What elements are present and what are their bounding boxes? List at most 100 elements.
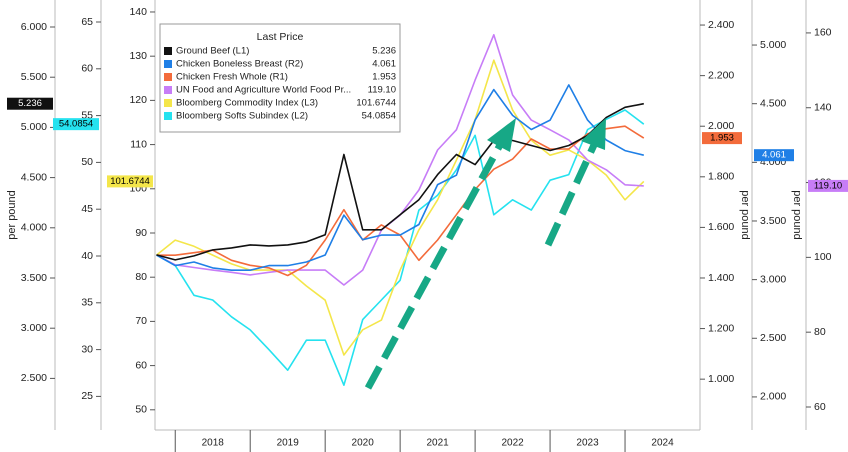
legend-swatch — [164, 60, 172, 68]
legend-value: 54.0854 — [362, 111, 396, 122]
y-tick-label: 5.500 — [21, 71, 47, 83]
series-line — [156, 109, 645, 386]
price-tag: 101.6744 — [110, 176, 150, 187]
y-tick-label: 65 — [81, 16, 93, 28]
legend-swatch — [164, 112, 172, 120]
legend-label: Chicken Boneless Breast (R2) — [176, 59, 303, 70]
series-line — [155, 59, 645, 356]
y-tick-label: 160 — [814, 27, 832, 39]
y-tick-label: 25 — [81, 390, 93, 402]
y-tick-label: 70 — [135, 315, 147, 327]
y-tick-label: 2.200 — [708, 69, 734, 81]
y-tick-label: 2.500 — [21, 372, 47, 384]
y-tick-label: 1.400 — [708, 272, 734, 284]
series-line — [156, 102, 644, 261]
price-tag: 4.061 — [762, 150, 786, 161]
legend-swatch — [164, 73, 172, 81]
legend-label: Ground Beef (L1) — [176, 46, 249, 57]
price-tag: 119.10 — [814, 180, 842, 191]
trend-arrow-1 — [364, 143, 504, 390]
legend-value: 1.953 — [372, 72, 396, 83]
legend-title: Last Price — [257, 31, 304, 43]
legend-label: Bloomberg Commodity Index (L3) — [176, 98, 318, 109]
price-tags: 5.236 4.061 1.953 119.10 101.6744 54.0854 — [7, 97, 848, 192]
y-tick-label: 60 — [81, 63, 93, 75]
y-tick-label: 140 — [129, 6, 147, 18]
series-line — [156, 84, 644, 271]
price-tag: 54.0854 — [59, 119, 93, 130]
y-tick-label: 4.500 — [21, 171, 47, 183]
x-tick-label: 2021 — [426, 438, 449, 449]
y-tick-label: 2.500 — [760, 332, 786, 344]
price-tag-bg — [808, 179, 848, 192]
x-tick-label: 2022 — [501, 438, 524, 449]
axis-label: per pound — [791, 190, 803, 240]
y-tick-label: 1.800 — [708, 171, 734, 183]
y-tick-label: 3.000 — [760, 273, 786, 285]
legend-box — [159, 23, 401, 133]
legend-label: Bloomberg Softs Subindex (L2) — [176, 111, 308, 122]
y-tick-label: 50 — [81, 156, 93, 168]
x-tick-label: 2020 — [352, 438, 375, 449]
legend: Last Price Ground Beef (L1) 5.236 Chicken … — [159, 23, 401, 133]
y-tick-label: 55 — [81, 109, 93, 121]
price-tag-bg — [754, 149, 794, 162]
y-tick-label: 3.000 — [21, 322, 47, 334]
x-tick-label: 2019 — [277, 438, 300, 449]
y-tick-label: 130 — [129, 50, 147, 62]
legend-label: Chicken Fresh Whole (R1) — [176, 72, 288, 83]
y-tick-label: 5.000 — [21, 121, 47, 133]
y-tick-label: 3.500 — [21, 272, 47, 284]
y-tick-label: 35 — [81, 297, 93, 309]
y-tick-label: 2.400 — [708, 19, 734, 31]
x-tick-label: 2023 — [576, 438, 599, 449]
x-tick-label: 2018 — [202, 438, 225, 449]
y-tick-label: 3.500 — [760, 215, 786, 227]
legend-swatch — [164, 99, 172, 107]
price-tag-bg — [7, 97, 53, 110]
plot-lines — [155, 34, 645, 386]
y-tick-label: 1.200 — [708, 322, 734, 334]
legend-swatch — [164, 86, 172, 94]
y-tick-label: 140 — [814, 102, 832, 114]
y-tick-label: 30 — [81, 343, 93, 355]
axis-label: per pound — [6, 190, 18, 240]
axes: 2.500 3.000 3.500 4.000 4.500 5.000 5.500 6.000… — [6, 0, 832, 452]
legend-value: 4.061 — [372, 59, 396, 70]
legend-label: UN Food and Agriculture World Food Pr... — [176, 85, 351, 96]
price-tag-bg — [107, 175, 153, 188]
legend-value: 119.10 — [368, 85, 396, 96]
legend-value: 101.6744 — [356, 98, 396, 109]
y-tick-label: 110 — [130, 138, 147, 150]
price-tag-bg — [702, 132, 742, 145]
y-tick-label: 2.000 — [708, 120, 734, 132]
y-tick-label: 6.000 — [21, 21, 47, 33]
price-tag-bg — [53, 118, 99, 131]
y-tick-label: 40 — [81, 250, 93, 262]
y-tick-label: 50 — [135, 404, 147, 416]
price-tag: 1.953 — [710, 133, 734, 144]
y-tick-label: 120 — [129, 94, 147, 106]
y-tick-label: 4.000 — [21, 222, 47, 234]
y-tick-label: 4.500 — [760, 97, 786, 109]
y-tick-label: 60 — [135, 359, 147, 371]
price-tag: 5.236 — [18, 98, 42, 109]
axis-label: per pound — [739, 190, 751, 240]
x-tick-label: 2024 — [651, 438, 674, 449]
y-tick-label: 80 — [135, 271, 147, 283]
trend-arrows — [364, 118, 606, 390]
y-tick-label: 2.000 — [760, 391, 786, 403]
arrow-head-2 — [581, 118, 606, 150]
trend-arrow-2 — [544, 143, 598, 247]
y-tick-label: 5.000 — [760, 39, 786, 51]
y-tick-label: 45 — [81, 203, 93, 215]
legend-swatch — [164, 47, 172, 55]
y-tick-label: 80 — [814, 326, 826, 338]
arrow-head-1 — [487, 118, 516, 152]
y-tick-label: 90 — [135, 227, 147, 239]
y-tick-label: 1.000 — [708, 373, 734, 385]
legend-value: 5.236 — [372, 46, 396, 57]
